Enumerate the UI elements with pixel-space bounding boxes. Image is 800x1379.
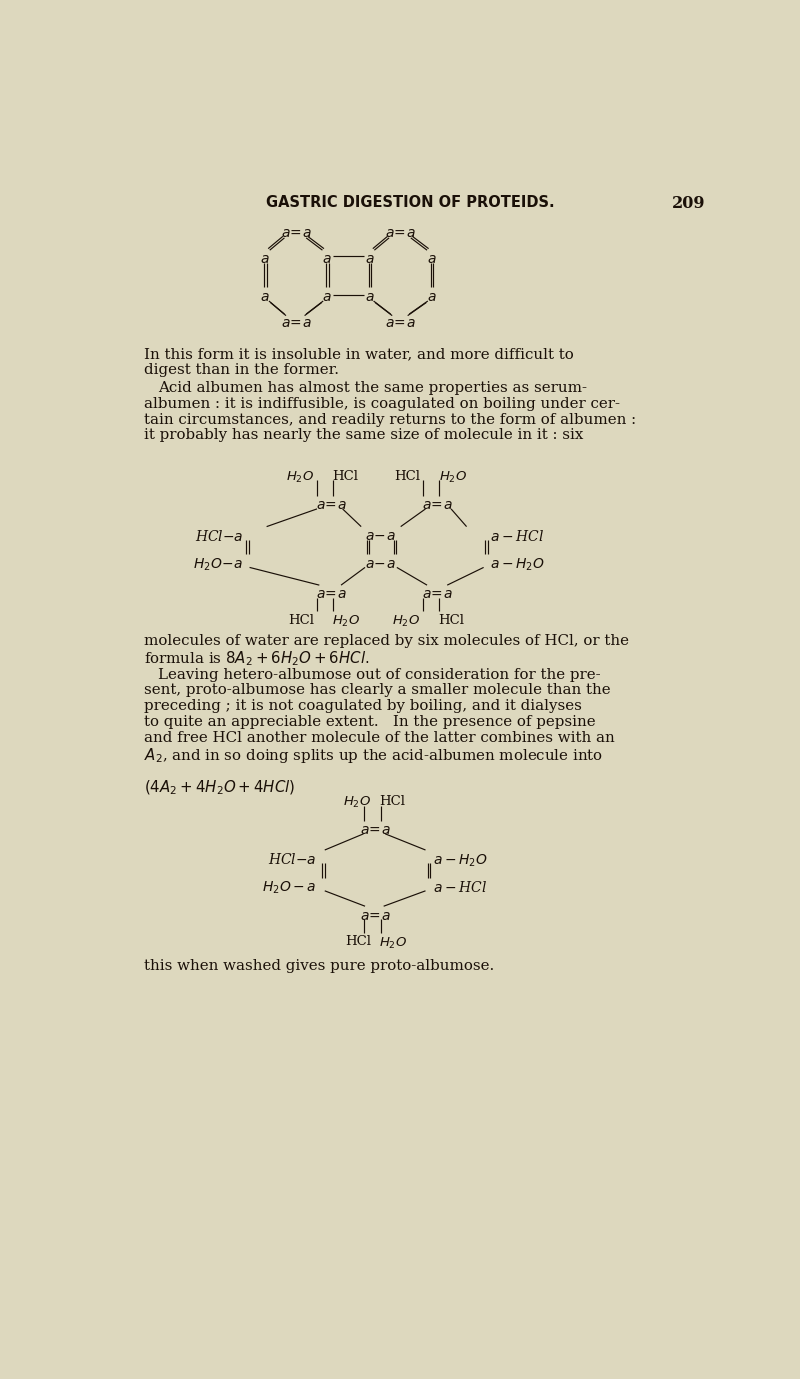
Text: $H_2O$: $H_2O$ <box>343 796 371 811</box>
Text: HCl: HCl <box>394 470 420 483</box>
Text: $a$: $a$ <box>427 252 437 266</box>
Text: $H_2O$: $H_2O$ <box>379 935 407 950</box>
Text: $a\!=\!a$: $a\!=\!a$ <box>422 498 453 512</box>
Text: $a\!-\!a$: $a\!-\!a$ <box>366 530 396 543</box>
Text: HCl$-a$: HCl$-a$ <box>269 852 317 867</box>
Text: $a$: $a$ <box>365 290 374 305</box>
Text: $a-$HCl: $a-$HCl <box>434 880 487 895</box>
Text: $a\!=\!a$: $a\!=\!a$ <box>386 316 416 331</box>
Text: it probably has nearly the same size of molecule in it : six: it probably has nearly the same size of … <box>144 429 583 443</box>
Text: $H_2O$: $H_2O$ <box>333 614 361 629</box>
Text: $a-H_2O$: $a-H_2O$ <box>490 557 545 574</box>
Text: digest than in the former.: digest than in the former. <box>144 363 339 376</box>
Text: $a$: $a$ <box>260 252 270 266</box>
Text: $H_2O\!-\!a$: $H_2O\!-\!a$ <box>194 557 243 574</box>
Text: HCl: HCl <box>333 470 358 483</box>
Text: $H_2O-a$: $H_2O-a$ <box>262 880 317 896</box>
Text: molecules of water are replaced by six molecules of HCl, or the: molecules of water are replaced by six m… <box>144 633 629 648</box>
Text: preceding ; it is not coagulated by boiling, and it dialyses: preceding ; it is not coagulated by boil… <box>144 699 582 713</box>
Text: $a\!=\!a$: $a\!=\!a$ <box>281 226 311 240</box>
Text: Leaving hetero-albumose out of consideration for the pre-: Leaving hetero-albumose out of considera… <box>158 667 601 681</box>
Text: 209: 209 <box>672 194 706 212</box>
Text: HCl: HCl <box>346 935 371 949</box>
Text: HCl: HCl <box>288 614 314 626</box>
Text: $a$: $a$ <box>427 290 437 305</box>
Text: $H_2O$: $H_2O$ <box>438 470 466 485</box>
Text: $a\!=\!a$: $a\!=\!a$ <box>316 587 346 601</box>
Text: $a\!=\!a$: $a\!=\!a$ <box>386 226 416 240</box>
Text: $a\!=\!a$: $a\!=\!a$ <box>316 498 346 512</box>
Text: $a$: $a$ <box>260 290 270 305</box>
Text: $a-$HCl: $a-$HCl <box>490 530 544 543</box>
Text: $H_2O$: $H_2O$ <box>286 470 314 485</box>
Text: sent, proto-albumose has clearly a smaller molecule than the: sent, proto-albumose has clearly a small… <box>144 684 611 698</box>
Text: tain circumstances, and readily returns to the form of albumen :: tain circumstances, and readily returns … <box>144 412 636 426</box>
Text: Acid albumen has almost the same properties as serum-: Acid albumen has almost the same propert… <box>158 381 587 394</box>
Text: $a\!=\!a$: $a\!=\!a$ <box>360 823 390 837</box>
Text: $a$: $a$ <box>365 252 374 266</box>
Text: $a$: $a$ <box>322 252 332 266</box>
Text: HCl$-a$: HCl$-a$ <box>194 530 243 543</box>
Text: $a\!=\!a$: $a\!=\!a$ <box>281 316 311 331</box>
Text: HCl: HCl <box>379 796 405 808</box>
Text: $(4A_2 + 4H_2O + 4HCl)$: $(4A_2 + 4H_2O + 4HCl)$ <box>144 778 295 797</box>
Text: this when washed gives pure proto-albumose.: this when washed gives pure proto-albumo… <box>144 958 494 972</box>
Text: $a\!=\!a$: $a\!=\!a$ <box>360 909 390 923</box>
Text: and free HCl another molecule of the latter combines with an: and free HCl another molecule of the lat… <box>144 731 615 745</box>
Text: albumen : it is indiffusible, is coagulated on boiling under cer-: albumen : it is indiffusible, is coagula… <box>144 397 620 411</box>
Text: formula is $8A_2 + 6H_2O + 6HCl.$: formula is $8A_2 + 6H_2O + 6HCl.$ <box>144 650 370 667</box>
Text: $a\!-\!a$: $a\!-\!a$ <box>366 557 396 571</box>
Text: $a$: $a$ <box>322 290 332 305</box>
Text: HCl: HCl <box>438 614 465 626</box>
Text: GASTRIC DIGESTION OF PROTEIDS.: GASTRIC DIGESTION OF PROTEIDS. <box>266 194 554 210</box>
Text: $a-H_2O$: $a-H_2O$ <box>434 852 488 869</box>
Text: $H_2O$: $H_2O$ <box>392 614 420 629</box>
Text: $a\!=\!a$: $a\!=\!a$ <box>422 587 453 601</box>
Text: $A_2$, and in so doing splits up the acid-albumen molecule into: $A_2$, and in so doing splits up the aci… <box>144 746 603 765</box>
Text: In this form it is insoluble in water, and more difficult to: In this form it is insoluble in water, a… <box>144 348 574 361</box>
Text: to quite an appreciable extent.   In the presence of pepsine: to quite an appreciable extent. In the p… <box>144 714 596 729</box>
